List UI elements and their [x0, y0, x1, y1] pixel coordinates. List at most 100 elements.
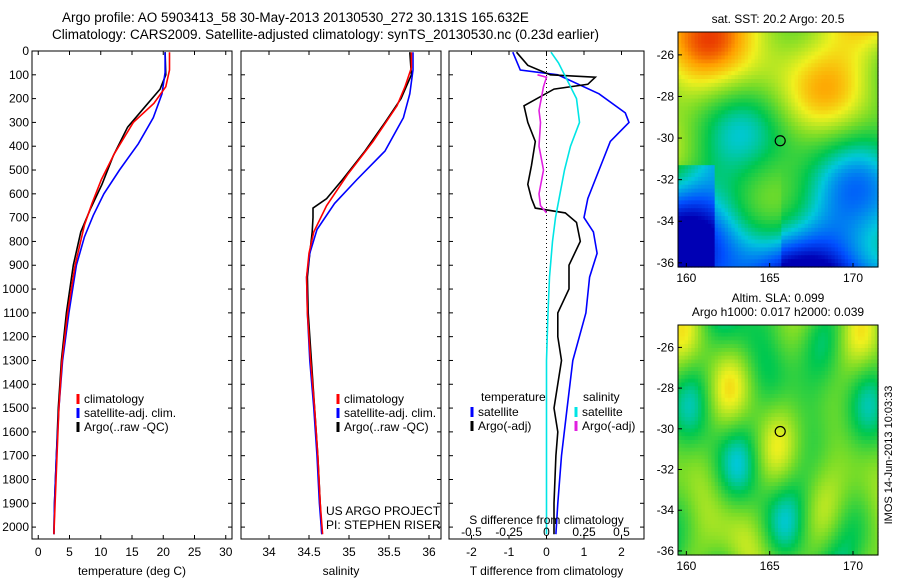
map-cell — [708, 220, 712, 225]
map-cell — [854, 106, 859, 111]
map-cell — [791, 259, 796, 264]
map-cell — [791, 340, 796, 345]
map-cell — [771, 169, 776, 174]
map-cell — [828, 355, 832, 361]
map-cell — [758, 223, 762, 229]
map-cell — [791, 192, 796, 198]
map-cell — [871, 98, 876, 104]
map-cell — [718, 192, 722, 198]
map-cell — [744, 325, 749, 330]
map-cell — [858, 332, 862, 338]
map-cell — [694, 79, 699, 84]
map-cell — [828, 157, 832, 162]
map-cell — [861, 43, 866, 49]
map-cell — [784, 251, 789, 256]
map-cell — [684, 173, 689, 178]
map-cell — [718, 39, 722, 45]
map-cell — [688, 344, 692, 349]
map-cell — [764, 176, 769, 182]
map-cell — [781, 378, 786, 384]
map-cell — [711, 386, 716, 391]
map-cell — [791, 86, 796, 92]
map-cell — [821, 332, 826, 338]
map-cell — [794, 161, 799, 166]
map-cell — [868, 98, 872, 104]
map-cell — [861, 165, 866, 170]
map-cell — [768, 239, 772, 245]
map-cell — [758, 394, 762, 399]
map-cell — [768, 55, 772, 61]
map-cell — [774, 325, 779, 330]
map-cell — [824, 208, 829, 213]
map-cell — [758, 129, 762, 135]
map-cell — [744, 220, 749, 225]
map-cell — [721, 59, 726, 64]
map-cell — [824, 247, 829, 252]
map-cell — [798, 325, 802, 330]
map-cell — [874, 118, 879, 123]
map-cell — [701, 204, 706, 209]
map-cell — [811, 43, 816, 49]
map-cell — [788, 126, 792, 131]
map-cell — [858, 208, 862, 213]
map-cell — [778, 382, 782, 387]
map-cell — [698, 110, 702, 115]
map-cell — [861, 110, 866, 115]
map-cell — [864, 328, 869, 334]
map-cell — [764, 133, 769, 139]
map-cell — [811, 110, 816, 115]
map-cell — [768, 227, 772, 233]
map-cell — [708, 114, 712, 119]
map-cell — [688, 332, 692, 338]
map-cell — [708, 363, 712, 368]
map-cell — [691, 94, 696, 100]
map-cell — [718, 129, 722, 135]
map-cell — [704, 374, 709, 380]
map-cell — [844, 328, 849, 334]
map-cell — [831, 153, 836, 158]
map-cell — [714, 359, 719, 364]
map-cell — [814, 340, 819, 345]
map-cell — [734, 378, 739, 384]
map-cell — [774, 149, 779, 155]
map-cell — [824, 90, 829, 96]
map-cell — [821, 98, 826, 104]
map-cell — [704, 216, 709, 221]
map-cell — [848, 47, 852, 53]
map-cell — [838, 259, 842, 264]
map-cell — [841, 351, 846, 357]
map-cell — [751, 239, 756, 245]
map-cell — [834, 110, 839, 115]
map-cell — [804, 133, 809, 139]
map-cell — [754, 157, 759, 162]
map-cell — [844, 51, 849, 57]
map-cell — [854, 184, 859, 190]
map-cell — [694, 102, 699, 108]
map-cell — [768, 259, 772, 264]
map-cell — [774, 348, 779, 353]
map-cell — [701, 169, 706, 174]
map-cell — [838, 176, 842, 182]
map-cell — [681, 110, 686, 115]
map-cell — [708, 231, 712, 237]
map-cell — [751, 106, 756, 111]
map-cell — [751, 227, 756, 233]
map-cell — [854, 86, 859, 92]
map-cell — [801, 126, 806, 131]
map-cell — [718, 51, 722, 57]
map-cell — [864, 382, 869, 387]
map-cell — [821, 204, 826, 209]
map-cell — [871, 118, 876, 123]
map-cell — [861, 79, 866, 84]
map-cell — [701, 102, 706, 108]
map-cell — [731, 231, 736, 237]
map-cell — [688, 348, 692, 353]
map-cell — [811, 336, 816, 341]
map-cell — [858, 371, 862, 376]
map-cell — [864, 126, 869, 131]
map-cell — [828, 173, 832, 178]
map-cell — [711, 180, 716, 186]
map-cell — [751, 145, 756, 151]
x-tick-label: 35 — [342, 545, 356, 559]
map-cell — [724, 359, 729, 364]
